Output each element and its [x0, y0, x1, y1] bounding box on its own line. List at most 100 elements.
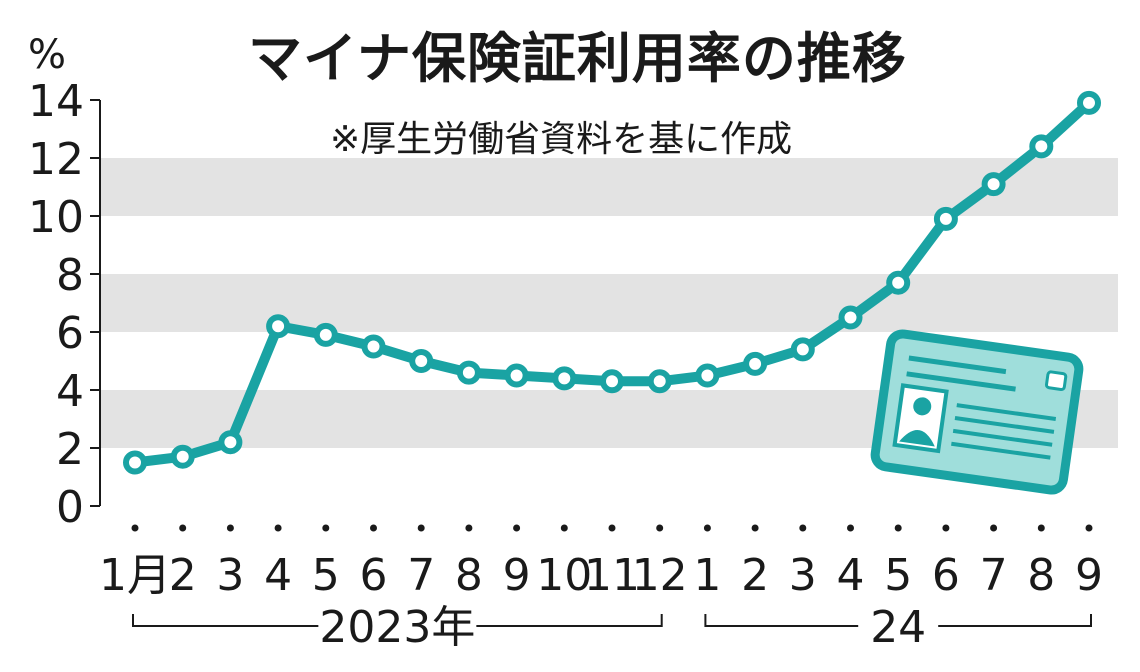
x-tick-dot — [656, 524, 664, 532]
x-tick-label: 7 — [407, 550, 435, 601]
data-point — [313, 322, 338, 347]
x-tick-label: 4 — [264, 550, 292, 601]
x-tick-label: 4 — [837, 550, 865, 601]
data-point — [409, 349, 434, 373]
grid-band — [100, 274, 1118, 332]
x-tick-label: 8 — [455, 550, 483, 601]
x-tick-label: 1 — [693, 550, 721, 601]
y-tick-label: 2 — [56, 424, 84, 475]
x-tick-label: 3 — [789, 550, 817, 601]
y-tick-label: 10 — [28, 192, 84, 243]
y-tick-label: 8 — [56, 250, 84, 301]
card-line — [908, 355, 1007, 375]
card-text-line — [952, 428, 1053, 447]
y-tick-labels: 0 2 4 6 8 10 12 14 — [28, 76, 84, 533]
chart-title: マイナ保険証利用率の推移 — [248, 27, 907, 90]
x-tick-label: 8 — [1027, 550, 1055, 601]
x-tick-label: 3 — [216, 550, 244, 601]
y-axis-unit: % — [28, 32, 67, 78]
data-point — [123, 450, 147, 475]
data-point — [695, 363, 720, 388]
data-point — [933, 206, 958, 231]
my-number-card-icon — [870, 329, 1084, 495]
x-tick-label: 7 — [980, 550, 1008, 601]
data-point — [790, 337, 815, 362]
data-point — [504, 363, 529, 388]
card-shape — [870, 329, 1084, 495]
data-point — [1029, 134, 1054, 159]
data-point — [647, 369, 672, 394]
x-tick-dots — [131, 524, 1093, 532]
x-tick-label: 11 — [584, 550, 640, 601]
x-tick-dot — [703, 524, 711, 532]
x-tick-dot — [513, 524, 521, 532]
source-note: ※厚生労働省資料を基に作成 — [330, 119, 793, 160]
x-tick-label: 2 — [169, 550, 197, 601]
data-point — [218, 430, 243, 455]
data-point — [886, 270, 911, 295]
x-tick-dot — [942, 524, 950, 532]
y-tick-label: 14 — [28, 76, 84, 127]
x-tick-dot — [131, 524, 139, 532]
x-tick-dot — [894, 524, 902, 532]
x-tick-dot — [322, 524, 330, 532]
data-point — [981, 172, 1006, 197]
x-tick-dot — [465, 524, 473, 532]
x-tick-label: 6 — [932, 550, 960, 601]
data-point — [1077, 90, 1101, 115]
x-tick-dot — [847, 524, 854, 532]
x-tick-dot — [417, 524, 425, 532]
data-points — [123, 90, 1101, 475]
x-tick-label: 5 — [312, 550, 340, 601]
year-group-label: 24 — [870, 602, 926, 653]
x-tick-label: 6 — [360, 550, 388, 601]
year-bracket-left — [132, 614, 319, 627]
data-point — [361, 334, 386, 359]
year-bracket-left — [704, 614, 859, 627]
x-tick-label: 12 — [632, 550, 688, 601]
x-tick-label: 2 — [741, 550, 769, 601]
data-point — [552, 366, 577, 391]
year-bracket-right — [476, 614, 663, 627]
data-point — [838, 305, 863, 330]
data-point — [266, 314, 291, 339]
card-photo-body — [899, 430, 935, 447]
y-axis — [90, 99, 101, 507]
year-group-labels: 2023年 24 — [132, 602, 1092, 653]
x-tick-dot — [608, 524, 616, 532]
x-tick-dot — [1037, 524, 1045, 532]
x-tick-dot — [1085, 524, 1093, 532]
x-tick-dot — [560, 524, 568, 532]
x-tick-label: 10 — [536, 550, 592, 601]
x-tick-dot — [226, 524, 234, 532]
y-tick-label: 6 — [56, 308, 84, 359]
card-text-line — [951, 441, 1051, 460]
card-line — [906, 371, 1016, 392]
data-point — [743, 351, 768, 376]
x-tick-label: 9 — [503, 550, 531, 601]
x-tick-label: 1月 — [99, 550, 171, 601]
x-tick-label: 9 — [1075, 550, 1103, 601]
card-photo-head — [913, 397, 932, 416]
x-tick-dot — [274, 524, 282, 532]
x-tick-dot — [751, 524, 759, 532]
x-tick-dot — [370, 524, 377, 532]
data-point — [456, 360, 481, 385]
x-tick-dot — [990, 524, 998, 532]
x-tick-dot — [799, 524, 807, 532]
card-chip — [1044, 370, 1068, 391]
card-text-line — [954, 416, 1055, 434]
year-bracket-right — [938, 614, 1092, 627]
x-tick-dot — [179, 524, 187, 532]
data-point — [600, 369, 624, 394]
y-tick-label: 12 — [28, 134, 84, 185]
y-tick-label: 4 — [56, 366, 84, 417]
y-tick-label: 0 — [56, 482, 84, 533]
data-point — [170, 444, 195, 469]
year-group-label: 2023年 — [319, 602, 475, 653]
card-text-line — [956, 403, 1057, 422]
x-tick-label: 5 — [884, 550, 912, 601]
grid-band — [100, 158, 1118, 216]
